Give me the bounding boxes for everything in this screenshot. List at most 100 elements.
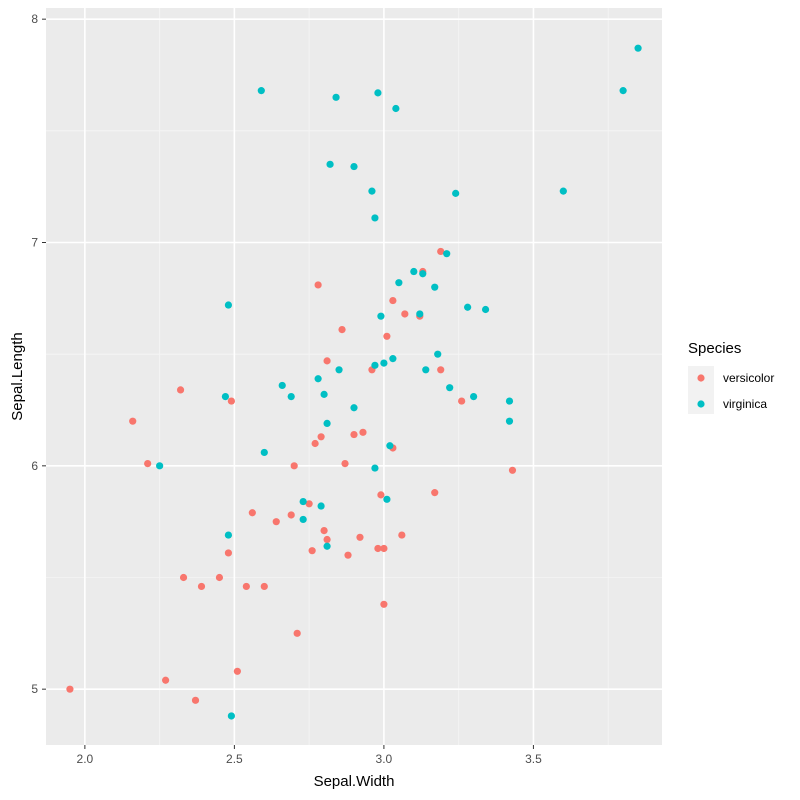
data-point-virginica	[299, 515, 307, 524]
data-point-virginica	[224, 301, 233, 309]
data-point-virginica	[634, 44, 642, 52]
data-point-versicolor	[338, 326, 346, 334]
data-points	[66, 44, 642, 720]
data-point-versicolor	[323, 535, 331, 544]
plot-panel	[46, 8, 662, 745]
y-tick-label: 5	[31, 682, 38, 696]
legend-label-virginica: virginica	[723, 397, 767, 411]
data-point-versicolor	[320, 527, 328, 535]
data-point-virginica	[464, 303, 472, 311]
data-point-virginica	[368, 187, 376, 195]
data-point-versicolor	[437, 247, 445, 256]
x-tick-label: 3.0	[376, 752, 393, 766]
data-point-virginica	[422, 366, 430, 374]
data-point-virginica	[380, 359, 388, 367]
data-point-virginica	[619, 87, 627, 95]
data-point-versicolor	[458, 397, 466, 405]
data-point-virginica	[323, 542, 331, 550]
data-point-versicolor	[359, 428, 367, 436]
data-point-virginica	[326, 160, 334, 168]
y-axis: 5 6 7 8	[31, 12, 46, 696]
data-point-virginica	[559, 187, 567, 195]
data-point-versicolor	[356, 533, 364, 541]
data-point-versicolor	[374, 544, 382, 553]
data-point-versicolor	[233, 667, 241, 675]
x-axis-title: Sepal.Width	[314, 773, 395, 790]
data-point-virginica	[481, 305, 490, 314]
data-point-virginica	[410, 267, 418, 276]
data-point-virginica	[443, 250, 451, 258]
data-point-versicolor	[344, 551, 352, 559]
y-axis-title: Sepal.Length	[9, 332, 26, 420]
data-point-virginica	[470, 393, 478, 401]
data-point-versicolor	[260, 582, 268, 591]
data-point-versicolor	[383, 332, 391, 340]
data-point-versicolor	[401, 310, 409, 318]
data-point-versicolor	[224, 549, 233, 557]
data-point-versicolor	[380, 600, 388, 608]
data-point-virginica	[431, 283, 439, 291]
data-point-virginica	[395, 279, 403, 287]
legend-items: versicolor virginica	[688, 366, 774, 414]
data-point-versicolor	[314, 281, 322, 289]
data-point-versicolor	[311, 439, 319, 448]
data-point-versicolor	[398, 531, 406, 539]
data-point-virginica	[278, 381, 286, 390]
legend-key-versicolor	[697, 374, 705, 382]
data-point-virginica	[505, 417, 514, 425]
data-point-versicolor	[308, 547, 316, 555]
data-point-versicolor	[272, 518, 280, 526]
data-point-virginica	[224, 531, 233, 539]
data-point-virginica	[371, 214, 379, 222]
data-point-versicolor	[197, 582, 206, 591]
data-point-virginica	[419, 270, 427, 278]
data-point-virginica	[287, 393, 295, 401]
data-point-virginica	[371, 464, 379, 472]
data-point-virginica	[416, 310, 424, 318]
data-point-versicolor	[380, 544, 388, 553]
data-point-virginica	[350, 162, 358, 171]
data-point-versicolor	[389, 296, 397, 305]
data-point-virginica	[314, 375, 322, 383]
data-point-virginica	[350, 404, 358, 412]
data-point-versicolor	[341, 460, 349, 468]
data-point-virginica	[377, 312, 385, 320]
data-point-virginica	[257, 87, 265, 95]
legend-key-virginica	[697, 400, 705, 408]
major-gridlines	[46, 8, 662, 745]
legend-title: Species	[688, 340, 741, 357]
data-point-versicolor	[508, 466, 517, 474]
data-point-virginica	[386, 442, 394, 450]
data-point-versicolor	[431, 489, 439, 497]
y-tick-label: 8	[31, 12, 38, 26]
data-point-versicolor	[317, 433, 325, 441]
data-point-versicolor	[162, 676, 170, 684]
data-point-versicolor	[66, 685, 74, 693]
data-point-virginica	[221, 393, 230, 401]
data-point-versicolor	[293, 629, 301, 637]
data-point-versicolor	[323, 357, 331, 365]
legend-label-versicolor: versicolor	[723, 371, 774, 385]
data-point-virginica	[434, 350, 442, 358]
data-point-versicolor	[215, 573, 224, 582]
x-tick-label: 2.0	[77, 752, 94, 766]
data-point-virginica	[389, 355, 397, 363]
data-point-virginica	[299, 497, 307, 506]
data-point-virginica	[505, 397, 514, 405]
data-point-virginica	[383, 495, 391, 503]
data-point-virginica	[156, 462, 164, 470]
data-point-versicolor	[191, 696, 200, 704]
data-point-versicolor	[290, 462, 298, 470]
data-point-versicolor	[144, 460, 152, 468]
x-axis: 2.0 2.5 3.0 3.5	[77, 745, 542, 766]
x-tick-label: 2.5	[226, 752, 243, 766]
data-point-versicolor	[129, 417, 137, 425]
data-point-virginica	[260, 448, 268, 457]
data-point-versicolor	[287, 511, 295, 519]
data-point-versicolor	[305, 500, 313, 508]
data-point-virginica	[332, 93, 340, 101]
data-point-versicolor	[179, 573, 188, 582]
data-point-virginica	[374, 89, 382, 97]
